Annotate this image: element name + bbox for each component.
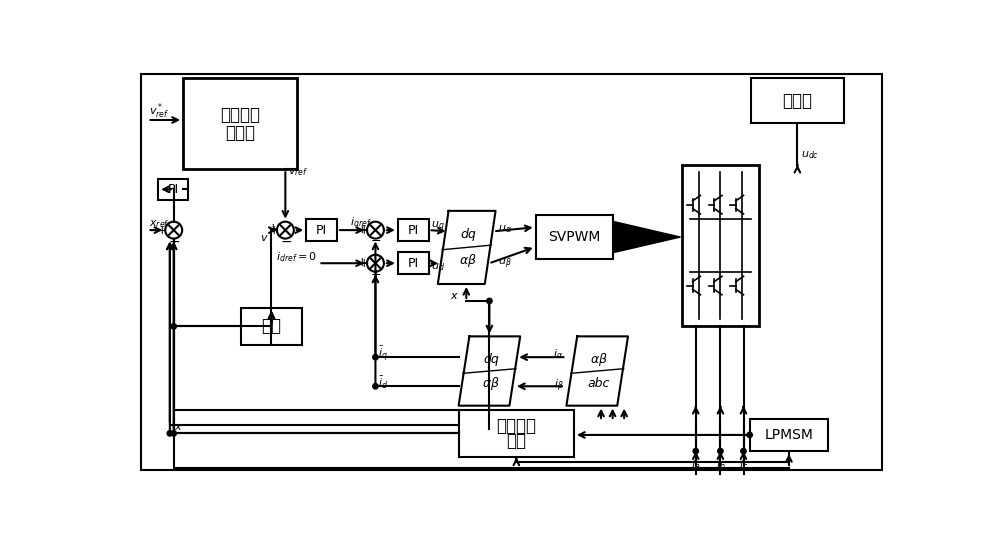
Text: $x$: $x$ [450,292,459,301]
Circle shape [747,432,752,437]
Text: $v^*_{ref}$: $v^*_{ref}$ [149,101,169,121]
Text: +: + [157,224,167,237]
Bar [241,308,302,345]
Text: $v$: $v$ [260,233,269,243]
Circle shape [741,448,746,454]
Text: −: − [371,235,381,248]
Text: 无位置传: 无位置传 [496,417,536,435]
Text: $i_b$: $i_b$ [716,458,725,472]
Polygon shape [438,211,496,284]
Text: 整流器: 整流器 [782,92,812,110]
Text: 感器: 感器 [506,432,526,450]
Polygon shape [566,336,628,406]
Text: LPMSM: LPMSM [764,428,813,442]
Text: $x_{ref}$: $x_{ref}$ [149,218,170,230]
Text: +: + [359,258,369,271]
Text: $i_c$: $i_c$ [739,458,748,472]
Text: −: − [280,235,292,249]
Text: 新型重复: 新型重复 [220,105,260,124]
Bar [751,79,844,123]
Text: PI: PI [316,224,327,237]
Polygon shape [459,336,520,406]
Text: +: + [357,256,368,269]
Polygon shape [614,222,680,252]
Circle shape [167,431,173,436]
Bar [398,220,429,241]
Text: −: − [169,235,180,249]
Text: $\alpha\beta$: $\alpha\beta$ [482,375,500,392]
Text: $u_{\beta}$: $u_{\beta}$ [498,256,512,271]
Text: $i_{\alpha}$: $i_{\alpha}$ [553,348,563,362]
Circle shape [367,222,384,238]
Circle shape [373,384,378,389]
Circle shape [487,298,492,303]
Bar [398,252,429,274]
Text: abc: abc [588,377,610,390]
Text: dq: dq [483,353,499,366]
Text: +: + [268,222,278,235]
Bar [183,79,297,169]
Circle shape [693,448,698,454]
Circle shape [367,255,384,272]
Bar [306,220,337,241]
Text: $\bar{i}_d$: $\bar{i}_d$ [378,375,388,391]
Text: $u_d$: $u_d$ [431,261,445,273]
Text: PI: PI [408,224,419,237]
Circle shape [171,324,176,329]
Circle shape [171,431,176,436]
Text: $x$: $x$ [174,422,183,432]
Text: +: + [371,268,382,281]
Text: dq: dq [460,229,476,242]
Text: $u_{\alpha}$: $u_{\alpha}$ [498,223,512,235]
Bar [459,409,574,457]
Bar [750,419,828,451]
Text: $u_{dc}$: $u_{dc}$ [801,150,819,161]
Text: 微分: 微分 [261,317,281,335]
Text: $u_q$: $u_q$ [431,220,445,234]
Text: $\alpha\beta$: $\alpha\beta$ [590,351,608,368]
Text: +: + [357,223,368,236]
Text: PI: PI [167,183,178,196]
Text: $i_{\beta}$: $i_{\beta}$ [554,378,563,394]
Text: $i_{dref}=0$: $i_{dref}=0$ [276,250,317,264]
Bar [536,215,613,259]
Text: SVPWM: SVPWM [548,230,600,244]
Text: PI: PI [408,257,419,270]
Circle shape [165,222,182,238]
Text: $v_{ref}$: $v_{ref}$ [288,166,309,178]
Bar [158,179,188,200]
Bar [682,165,759,327]
Text: +: + [359,224,369,237]
Text: 控制器: 控制器 [225,124,255,142]
Text: $i_{qref}$: $i_{qref}$ [350,216,372,232]
Circle shape [373,355,378,360]
Text: $\bar{i}_q$: $\bar{i}_q$ [378,345,388,363]
Text: +: + [268,224,279,237]
Text: $\alpha\beta$: $\alpha\beta$ [459,252,477,269]
Text: $i_a$: $i_a$ [691,458,700,472]
Circle shape [277,222,294,238]
Circle shape [718,448,723,454]
